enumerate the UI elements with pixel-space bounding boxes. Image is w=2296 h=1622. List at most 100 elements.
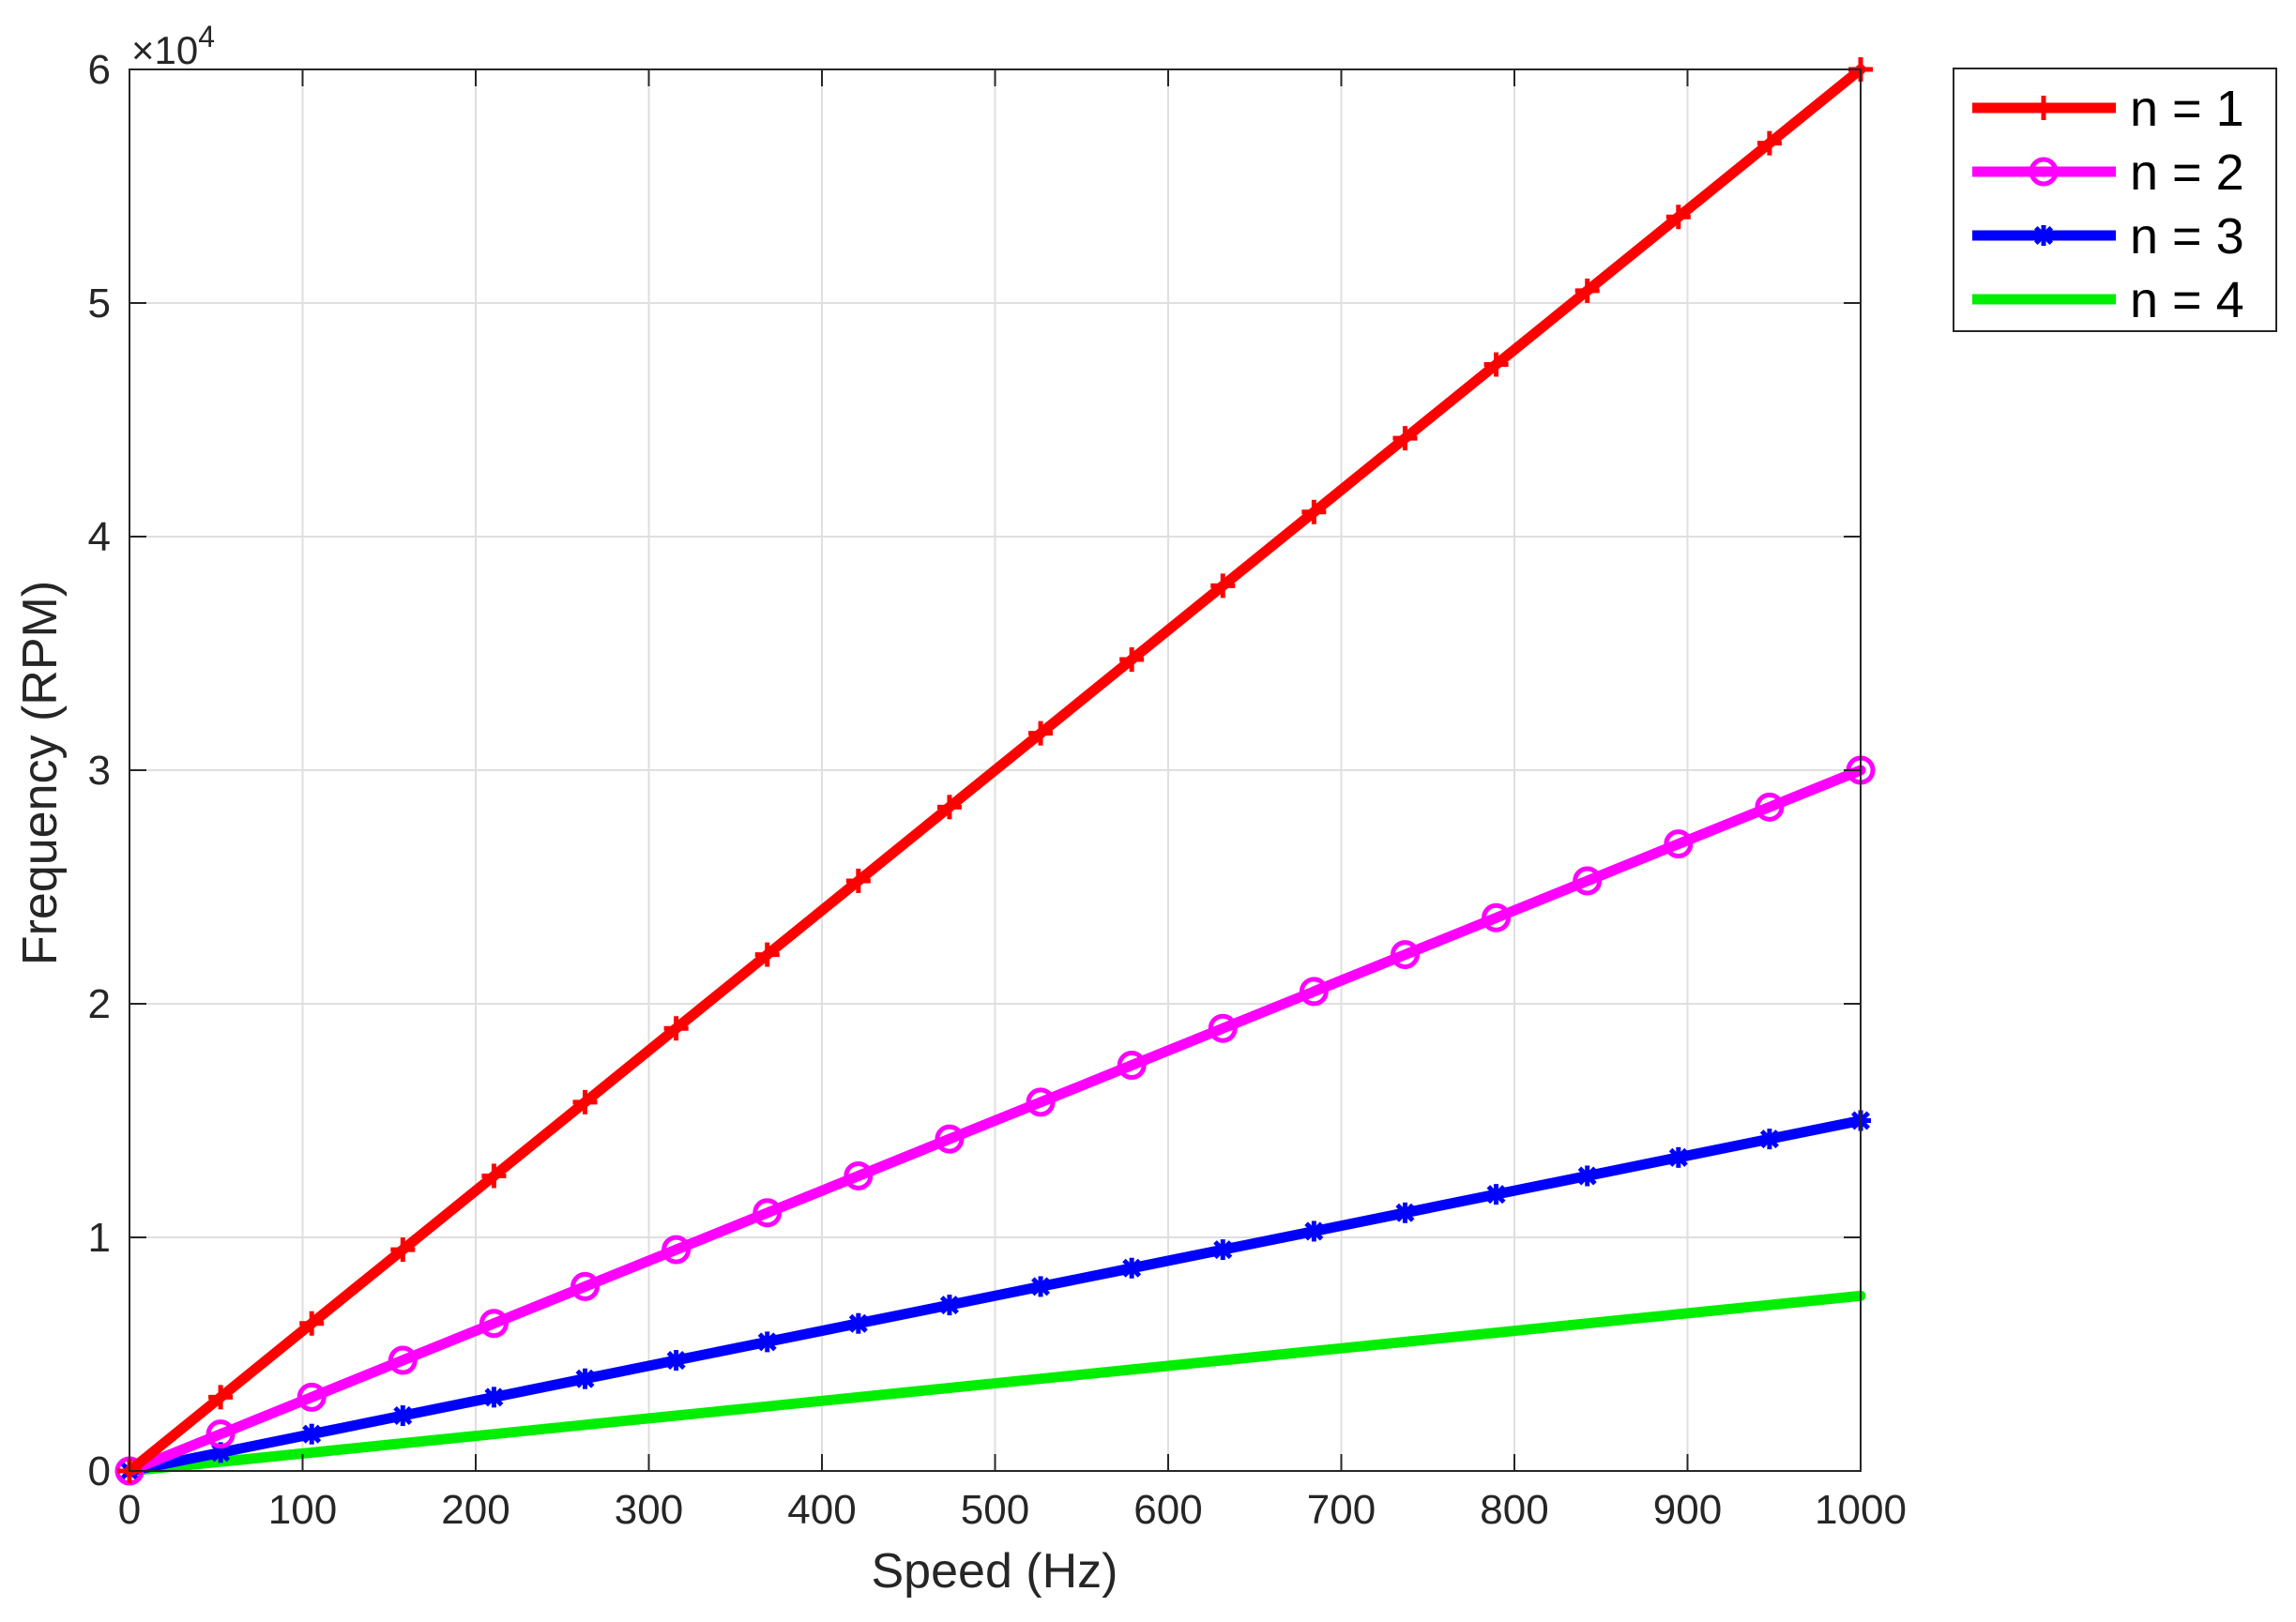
y-tick-label: 5 bbox=[88, 280, 111, 326]
data-point-n-1 bbox=[1392, 426, 1418, 451]
legend-marker bbox=[2029, 157, 2059, 187]
data-point-n-3 bbox=[1667, 1146, 1689, 1168]
x-tick-label: 600 bbox=[1133, 1487, 1202, 1533]
data-point-n-2 bbox=[388, 1345, 418, 1375]
series-n-4 bbox=[124, 1290, 1866, 1477]
marker-stroke bbox=[575, 1369, 595, 1388]
data-point-n-3 bbox=[574, 1368, 596, 1389]
data-point-n-2 bbox=[479, 1309, 509, 1339]
data-point-n-2 bbox=[205, 1419, 236, 1449]
legend-item-n-4: n = 4 bbox=[1972, 272, 2244, 328]
data-point-n-2 bbox=[1208, 1013, 1238, 1043]
data-point-n-2 bbox=[1299, 977, 1329, 1007]
x-tick-labels: 0 100 200 300 400 500 600 700 800 900 1000 bbox=[118, 1487, 1907, 1533]
data-point-n-1 bbox=[1574, 278, 1600, 303]
data-point-n-1 bbox=[208, 1385, 234, 1410]
data-point-n-3 bbox=[301, 1423, 323, 1445]
data-point-n-2 bbox=[935, 1124, 965, 1154]
marker-stroke bbox=[1031, 1277, 1051, 1296]
data-point-n-3 bbox=[938, 1295, 960, 1316]
data-point-n-3 bbox=[756, 1331, 778, 1353]
data-point-n-3 bbox=[1394, 1202, 1416, 1223]
data-point-n-3 bbox=[1303, 1220, 1325, 1242]
data-point-n-2 bbox=[753, 1198, 783, 1228]
y-tick-label: 2 bbox=[88, 981, 111, 1027]
marker-stroke bbox=[757, 1332, 777, 1352]
legend-label: n = 1 bbox=[2130, 81, 2244, 137]
data-point-n-2 bbox=[661, 1235, 692, 1265]
y-tick-label: 4 bbox=[88, 514, 111, 560]
data-point-n-3 bbox=[483, 1387, 505, 1408]
marker-stroke bbox=[393, 1406, 413, 1426]
series-line-n-3 bbox=[124, 1115, 1866, 1477]
y-tick-labels: 0 1 2 3 4 5 6 bbox=[88, 47, 111, 1494]
marker-stroke bbox=[1759, 1129, 1779, 1149]
x-tick-label: 1000 bbox=[1815, 1487, 1907, 1533]
legend-label: n = 2 bbox=[2130, 144, 2244, 201]
x-tick-label: 900 bbox=[1653, 1487, 1722, 1533]
data-point-n-1 bbox=[390, 1237, 416, 1263]
series-line-n-2 bbox=[124, 765, 1866, 1477]
x-axis-label: Speed (Hz) bbox=[872, 1544, 1118, 1599]
legend: n = 1 n = 2 n = 3 n = 4 bbox=[1953, 68, 2277, 332]
legend-label: n = 4 bbox=[2130, 272, 2244, 328]
x-tick-label: 700 bbox=[1307, 1487, 1376, 1533]
data-point-n-1 bbox=[936, 795, 962, 820]
legend-item-n-2: n = 2 bbox=[1972, 144, 2244, 201]
marker-stroke bbox=[1304, 1221, 1324, 1241]
data-point-n-1 bbox=[572, 1089, 598, 1114]
x-tick-label: 300 bbox=[615, 1487, 683, 1533]
data-point-n-2 bbox=[1482, 902, 1512, 932]
data-point-n-1 bbox=[754, 942, 780, 967]
data-point-n-2 bbox=[1390, 940, 1420, 970]
data-point-n-3 bbox=[665, 1350, 687, 1372]
marker-stroke bbox=[1486, 1185, 1506, 1205]
x-tick-label: 800 bbox=[1480, 1487, 1548, 1533]
x-tick-label: 500 bbox=[961, 1487, 1029, 1533]
data-point-n-1 bbox=[1483, 352, 1509, 377]
x-tick-label: 0 bbox=[118, 1487, 141, 1533]
data-point-n-3 bbox=[1030, 1276, 1052, 1297]
data-point-n-2 bbox=[1026, 1087, 1056, 1117]
data-point-n-3 bbox=[1576, 1165, 1598, 1187]
marker-stroke bbox=[302, 1424, 322, 1444]
data-point-n-1 bbox=[663, 1016, 689, 1041]
marker-stroke bbox=[666, 1351, 686, 1371]
marker-stroke bbox=[1668, 1147, 1688, 1167]
data-point-n-2 bbox=[844, 1160, 874, 1190]
data-point-n-2 bbox=[1664, 829, 1694, 859]
legend-item-n-3: n = 3 bbox=[1972, 208, 2244, 265]
data-point-n-2 bbox=[1755, 792, 1785, 822]
y-tick-label: 0 bbox=[88, 1448, 111, 1494]
y-exponent-label: ×104 bbox=[131, 20, 215, 72]
series-line-n-4 bbox=[124, 1290, 1866, 1477]
data-point-n-2 bbox=[297, 1382, 327, 1412]
y-axis-label: Frequency (RPM) bbox=[13, 581, 68, 965]
data-point-n-1 bbox=[1119, 647, 1145, 673]
data-point-n-1 bbox=[299, 1311, 325, 1336]
y-exponent-power: 4 bbox=[198, 20, 215, 53]
data-point-n-1 bbox=[481, 1163, 507, 1189]
data-point-n-1 bbox=[1665, 205, 1691, 230]
data-point-n-2 bbox=[570, 1271, 601, 1301]
y-tick-label: 3 bbox=[88, 748, 111, 794]
y-tick-label: 1 bbox=[88, 1215, 111, 1261]
axis-ticks bbox=[129, 68, 1862, 1472]
x-tick-label: 400 bbox=[787, 1487, 856, 1533]
marker-stroke bbox=[939, 1296, 959, 1315]
data-point-n-1 bbox=[1210, 573, 1236, 599]
series-lines bbox=[114, 57, 1876, 1486]
x-tick-label: 100 bbox=[268, 1487, 337, 1533]
data-point-n-3 bbox=[1121, 1257, 1143, 1279]
legend-label: n = 3 bbox=[2130, 208, 2244, 265]
data-point-n-1 bbox=[1301, 499, 1327, 524]
legend-marker bbox=[2033, 225, 2054, 246]
legend-marker bbox=[2031, 96, 2056, 120]
data-point-n-2 bbox=[1117, 1051, 1147, 1081]
x-tick-label: 200 bbox=[441, 1487, 509, 1533]
data-point-n-3 bbox=[1212, 1239, 1234, 1261]
marker-stroke bbox=[1213, 1240, 1233, 1260]
marker-stroke bbox=[1577, 1166, 1597, 1186]
y-exponent-base: ×10 bbox=[131, 28, 198, 72]
